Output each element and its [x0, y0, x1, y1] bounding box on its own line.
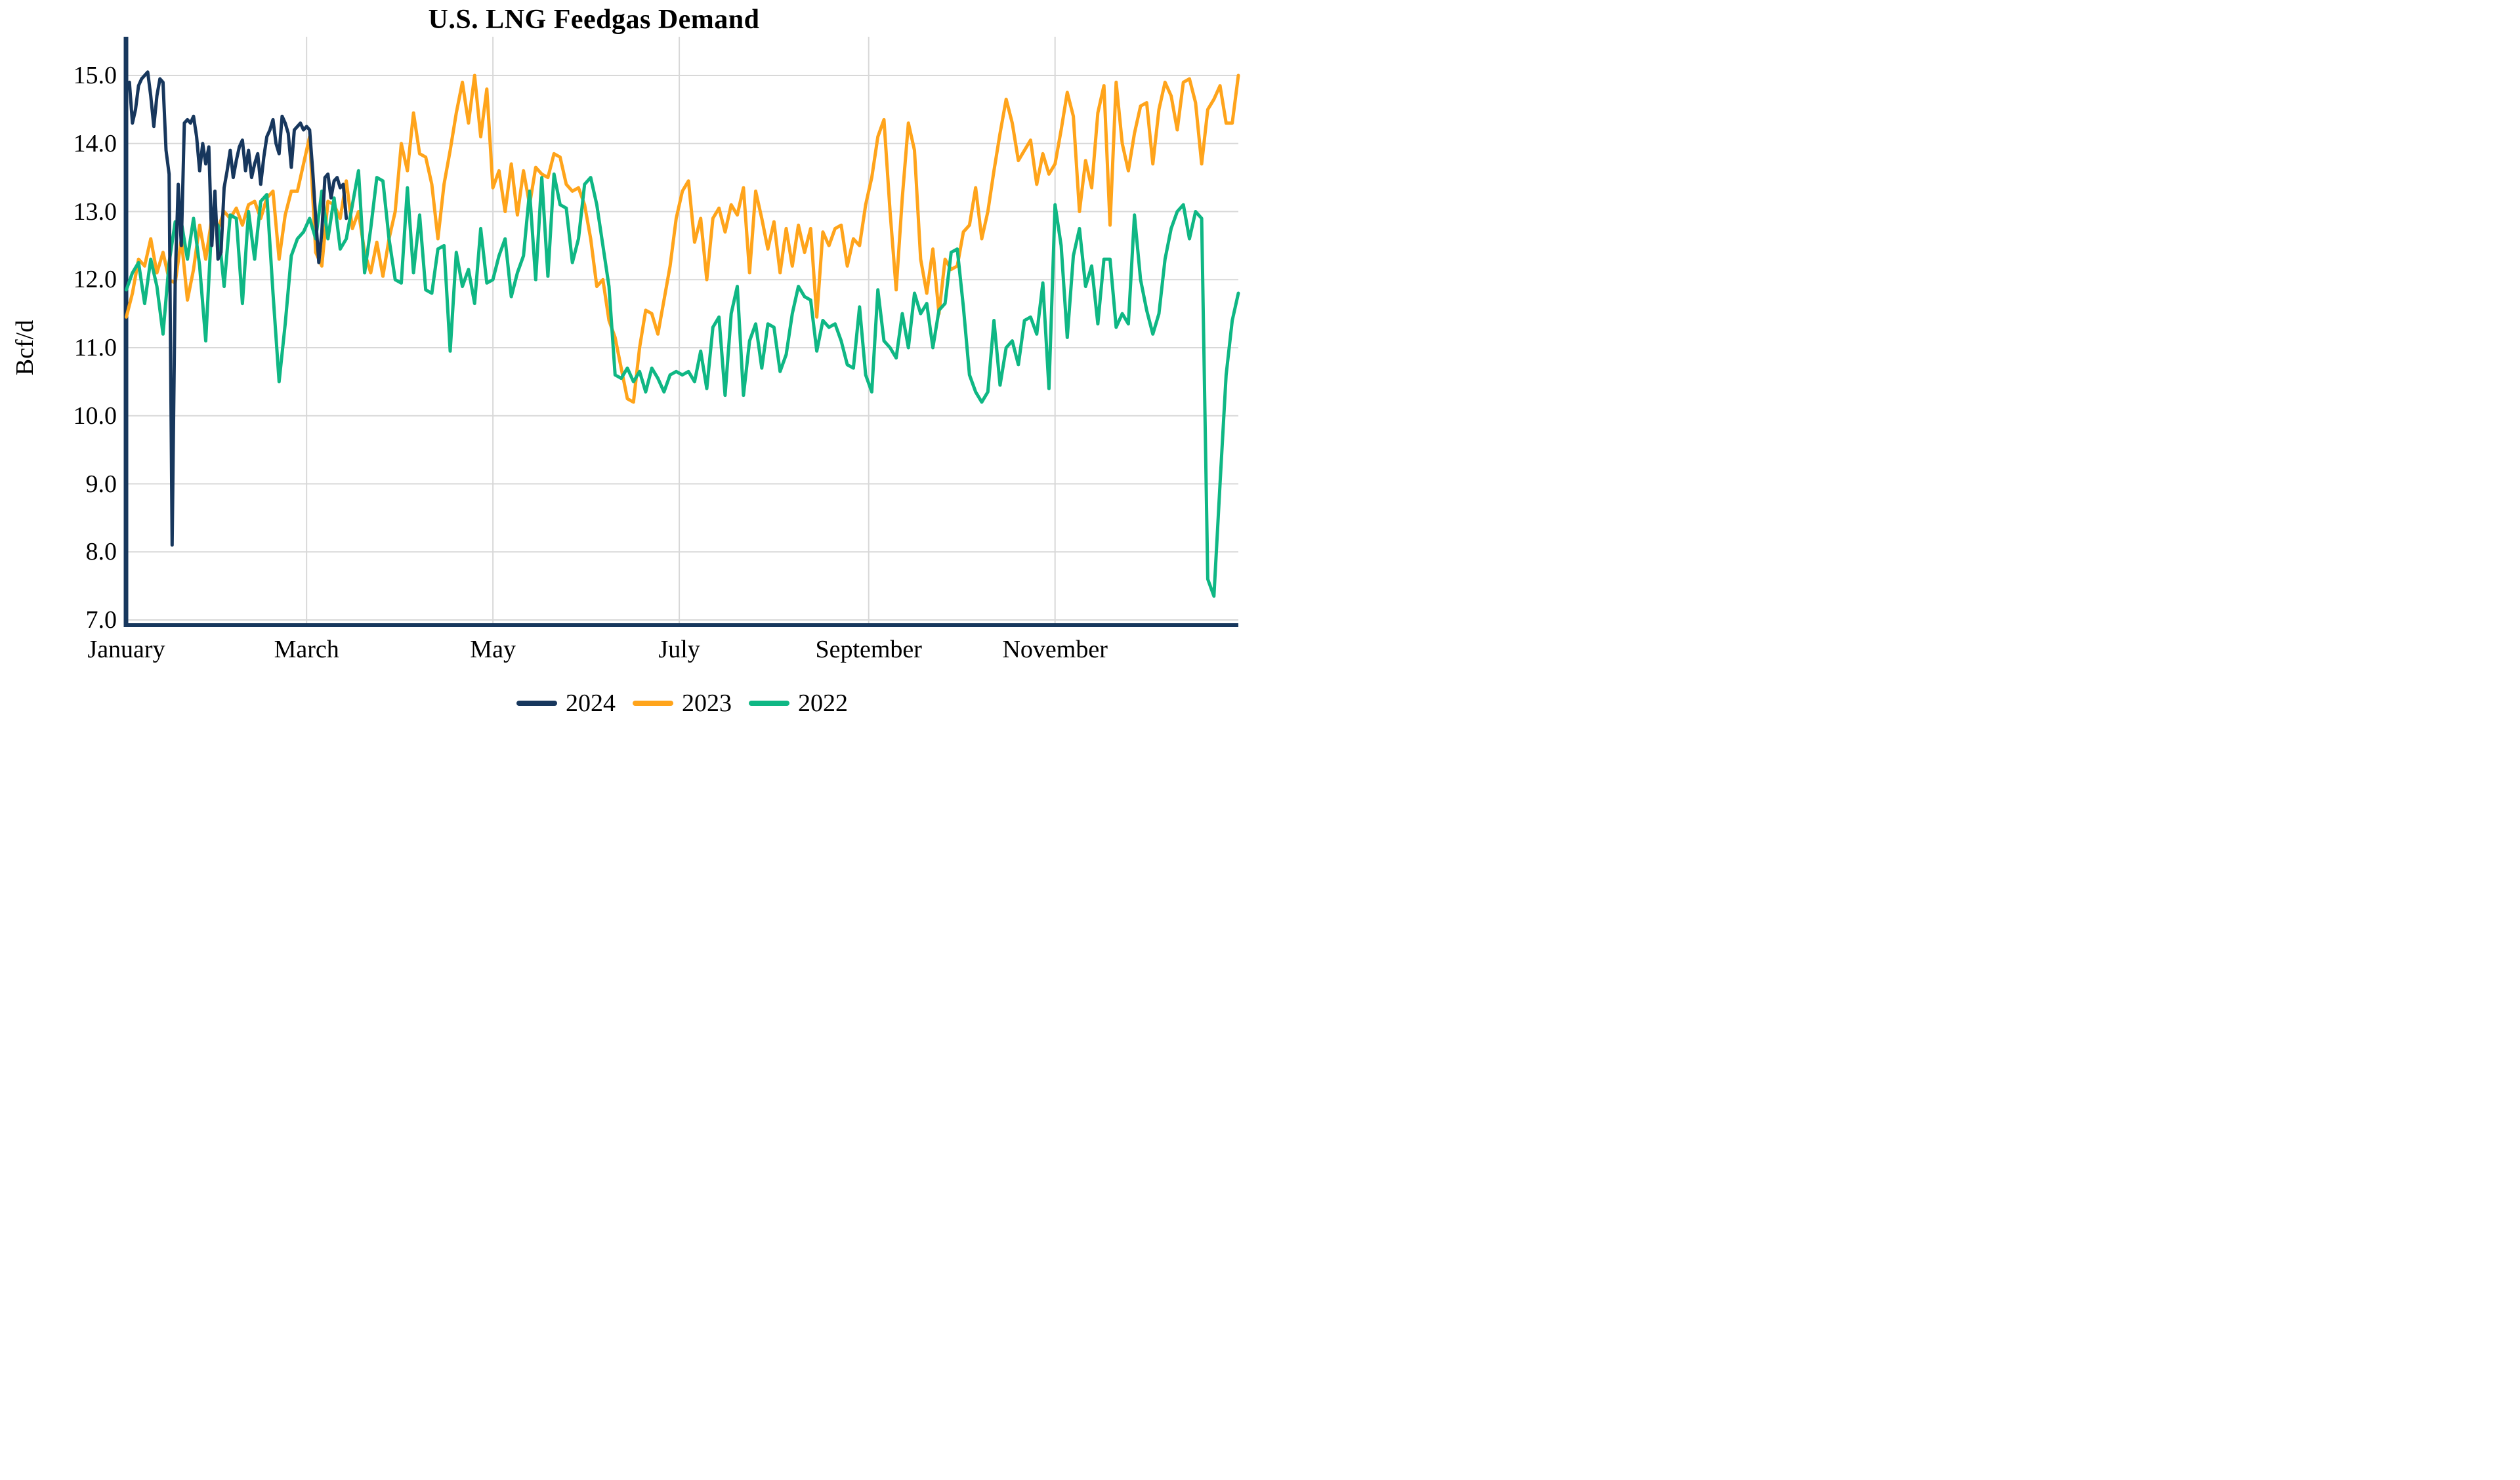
plot-canvas: [123, 37, 1240, 627]
x-tick-label: July: [658, 636, 700, 663]
legend-item-2022: 2022: [749, 689, 848, 718]
y-tick-label: 12.0: [73, 266, 117, 294]
y-tick-label: 10.0: [73, 401, 117, 430]
legend-swatch-2024: [516, 701, 557, 706]
legend-swatch-2023: [633, 701, 673, 706]
y-tick-label: 13.0: [73, 197, 117, 226]
x-tick-label: May: [470, 636, 516, 663]
y-tick-label: 14.0: [73, 129, 117, 157]
y-tick-label: 8.0: [85, 538, 117, 566]
legend-item-2024: 2024: [516, 689, 616, 718]
chart-figure: U.S. LNG Feedgas Demand Bcf/d 15.0 14.0 13…: [0, 0, 1260, 740]
x-tick-label: January: [87, 636, 165, 663]
series-line-2023: [125, 73, 1240, 404]
series-line-2024: [125, 70, 348, 547]
y-tick-label: 9.0: [85, 470, 117, 498]
x-tick-label: November: [1002, 636, 1108, 663]
series-line-2022: [125, 169, 1240, 598]
y-tick-label: 15.0: [73, 62, 117, 89]
y-tick-label: 11.0: [74, 334, 117, 361]
legend: 2024 2023 2022: [126, 689, 1238, 718]
legend-label: 2023: [682, 689, 732, 717]
legend-label: 2022: [798, 689, 848, 717]
chart-title: U.S. LNG Feedgas Demand: [428, 5, 760, 35]
x-tick-label: March: [274, 636, 339, 663]
legend-label: 2024: [566, 689, 616, 717]
y-tick-label: 7.0: [85, 606, 117, 634]
x-tick-label: September: [815, 636, 922, 663]
legend-swatch-2022: [749, 701, 789, 706]
legend-item-2023: 2023: [633, 689, 732, 718]
